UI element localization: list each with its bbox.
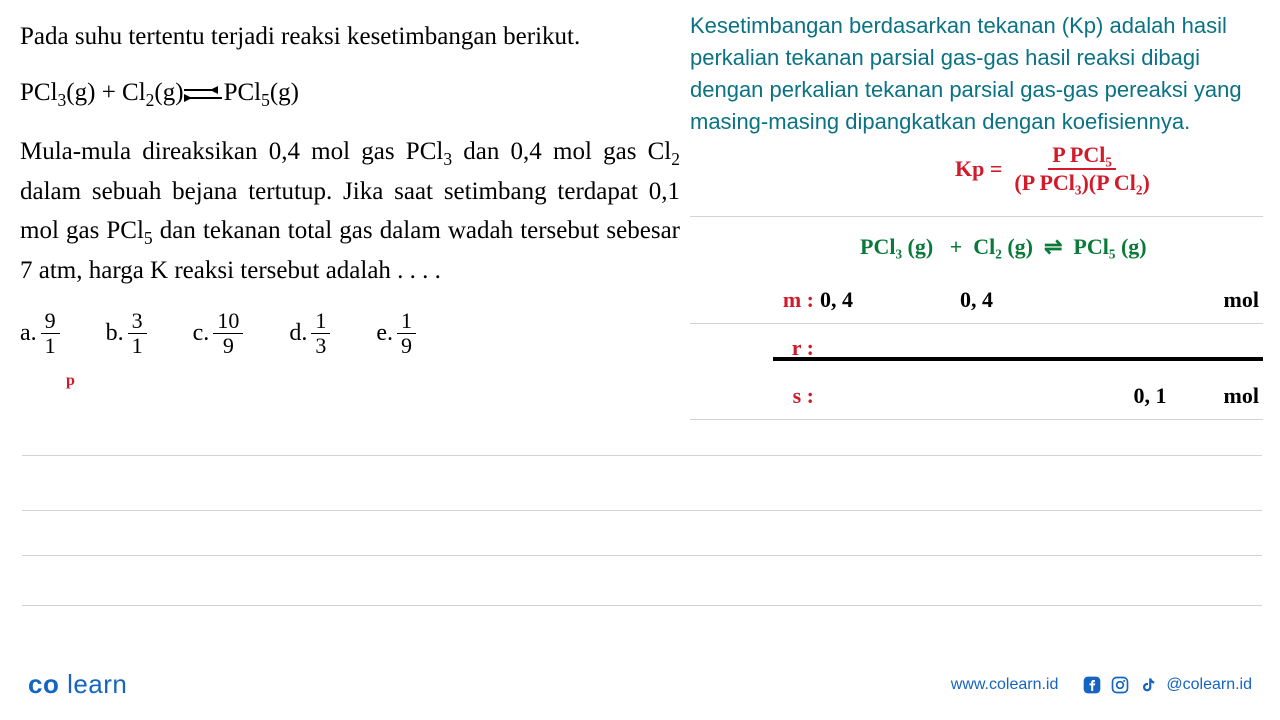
ice-row-initial: m : 0, 4 0, 4 mol xyxy=(690,276,1263,324)
footer: co learn www.colearn.id @colearn.id xyxy=(0,669,1280,700)
rule-line xyxy=(22,510,1262,511)
answer-options: a. 91 b. 31 c. 109 d. 13 e. 19 xyxy=(20,309,680,358)
equilibrium-arrow-icon: ⇌ xyxy=(1044,234,1062,260)
social-icons: @colearn.id xyxy=(1082,675,1252,695)
eq-pcl3: PCl xyxy=(20,79,58,106)
option-e: e. 19 xyxy=(376,309,416,358)
ice-table: m : 0, 4 0, 4 mol r : s : 0, 1 mol xyxy=(690,276,1263,420)
option-a: a. 91 xyxy=(20,309,60,358)
annotation-text: Kesetimbangan berdasarkan tekanan (Kp) a… xyxy=(690,10,1260,138)
problem-body: Mula-mula direaksikan 0,4 mol gas PCl3 d… xyxy=(20,133,680,291)
option-b: b. 31 xyxy=(106,309,147,358)
brand-logo: co learn xyxy=(28,669,127,700)
problem-intro: Pada suhu tertentu terjadi reaksi keseti… xyxy=(20,18,680,57)
ice-row-equilibrium: s : 0, 1 mol xyxy=(690,372,1263,420)
rule-line xyxy=(22,605,1262,606)
rule-line xyxy=(690,216,1263,217)
fraction: 91 xyxy=(41,309,60,358)
page-root: Pada suhu tertentu terjadi reaksi keseti… xyxy=(0,0,1280,720)
facebook-icon[interactable] xyxy=(1082,675,1102,695)
option-c: c. 109 xyxy=(193,309,244,358)
footer-url[interactable]: www.colearn.id xyxy=(951,676,1059,694)
rule-line xyxy=(22,555,1262,556)
annotation-block: Kesetimbangan berdasarkan tekanan (Kp) a… xyxy=(690,10,1260,138)
rule-line xyxy=(22,455,1262,456)
instagram-icon[interactable] xyxy=(1110,675,1130,695)
kp-formula: Kp = P PCl₅ (P PCl₃)(P Cl₂) xyxy=(955,142,1154,196)
tiktok-icon[interactable] xyxy=(1138,675,1158,695)
fraction: 19 xyxy=(397,309,416,358)
footer-right: www.colearn.id @colearn.id xyxy=(951,675,1252,695)
kp-fraction: P PCl₅ (P PCl₃)(P Cl₂) xyxy=(1010,142,1153,196)
fraction: 31 xyxy=(128,309,147,358)
equilibrium-arrow-icon xyxy=(184,85,224,103)
reaction-handwritten: PCl₃ (g) + Cl₂ (g) ⇌ PCl₅ (g) xyxy=(860,234,1147,260)
table-separator-line xyxy=(773,357,1263,361)
kp-label: Kp = xyxy=(955,156,1002,182)
eq-cl2: Cl xyxy=(122,79,146,106)
social-handle[interactable]: @colearn.id xyxy=(1166,676,1252,694)
fraction: 13 xyxy=(311,309,330,358)
chemical-equation: PCl3(g) + Cl2(g)PCl5(g) xyxy=(20,79,680,111)
eq-pcl5: PCl xyxy=(224,79,262,106)
fraction: 109 xyxy=(213,309,243,358)
option-d: d. 13 xyxy=(289,309,330,358)
problem-block: Pada suhu tertentu terjadi reaksi keseti… xyxy=(20,18,680,358)
ice-row-reaction: r : xyxy=(690,324,1263,372)
handwritten-p-subscript: p xyxy=(66,372,75,390)
